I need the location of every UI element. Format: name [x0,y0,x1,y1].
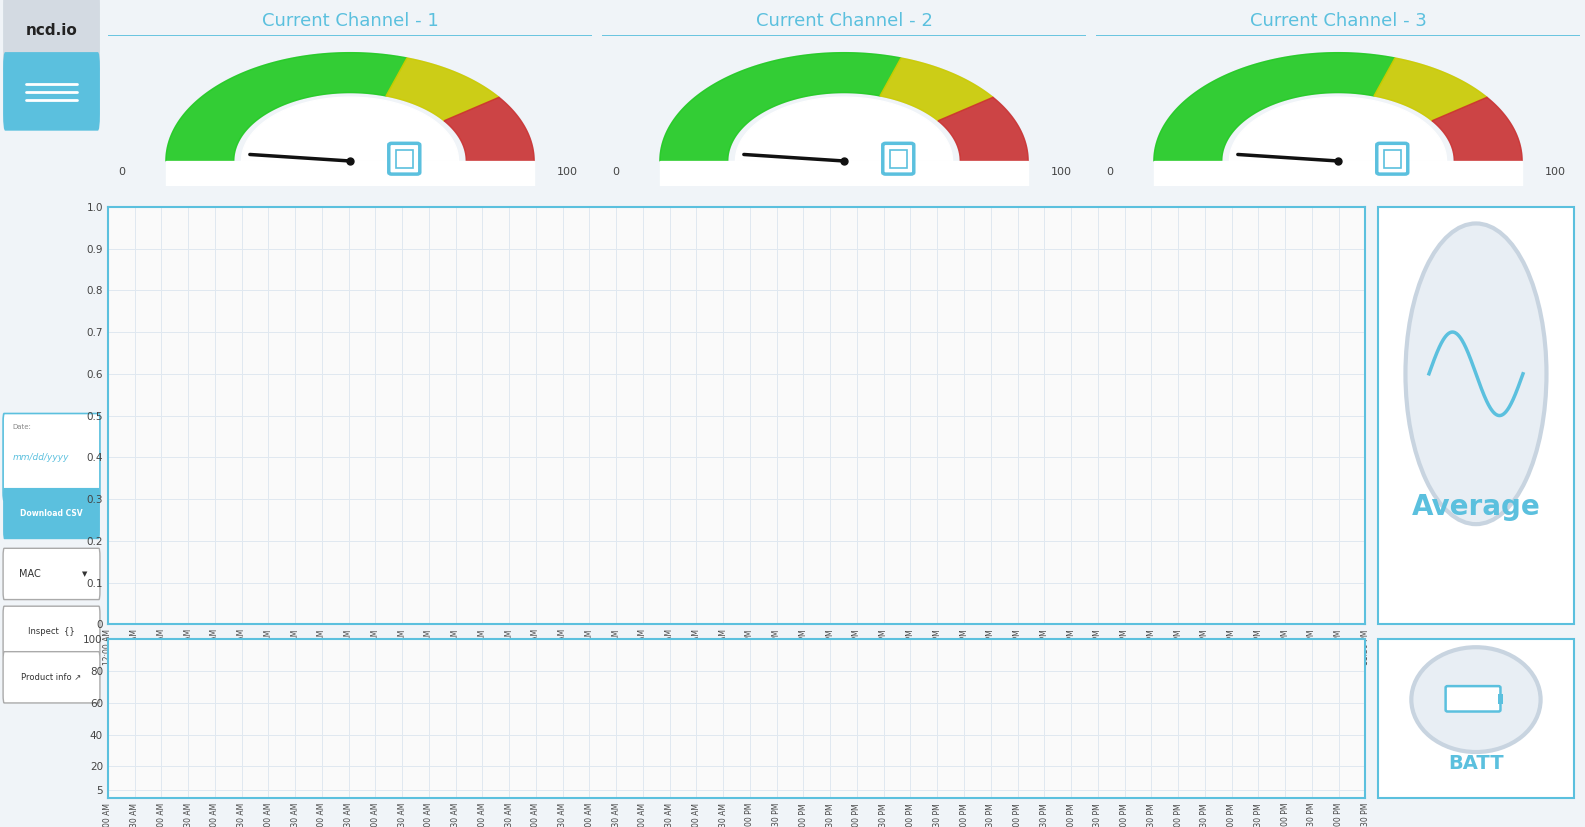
Polygon shape [1154,53,1522,161]
Text: 100: 100 [1544,167,1566,177]
Text: Download CSV: Download CSV [21,509,82,518]
Polygon shape [166,161,534,186]
Polygon shape [735,97,953,161]
Polygon shape [1154,53,1395,161]
Text: Inspect  {}: Inspect {} [29,628,74,636]
Polygon shape [880,58,992,121]
Text: Average: Average [1412,494,1541,522]
Polygon shape [166,53,407,161]
FancyBboxPatch shape [1377,639,1574,798]
Text: Current Channel - 2: Current Channel - 2 [756,12,932,31]
FancyBboxPatch shape [3,652,100,703]
FancyBboxPatch shape [889,150,907,168]
Polygon shape [1154,161,1522,186]
FancyBboxPatch shape [1384,150,1401,168]
FancyBboxPatch shape [3,606,100,657]
FancyBboxPatch shape [1498,694,1504,704]
Text: Current Channel - 3: Current Channel - 3 [1249,12,1426,31]
Text: mm/dd/yyyy: mm/dd/yyyy [13,453,68,461]
Text: Current Channel - 1: Current Channel - 1 [262,12,439,31]
Polygon shape [938,98,1029,161]
FancyBboxPatch shape [3,0,100,74]
Polygon shape [659,53,900,161]
Circle shape [1411,648,1541,752]
Text: 0: 0 [117,167,125,177]
FancyBboxPatch shape [883,143,915,174]
Text: 0: 0 [1106,167,1113,177]
Polygon shape [387,58,499,121]
FancyBboxPatch shape [1377,207,1574,624]
Polygon shape [1230,97,1447,161]
Circle shape [1406,223,1547,524]
FancyBboxPatch shape [3,52,100,131]
FancyBboxPatch shape [1377,143,1407,174]
Polygon shape [1374,58,1487,121]
Text: MAC: MAC [19,569,40,579]
Text: ▼: ▼ [82,571,87,577]
Polygon shape [444,98,534,161]
Polygon shape [659,161,1029,186]
Text: 0: 0 [612,167,618,177]
Text: Date:: Date: [13,423,32,430]
Text: BATT: BATT [1449,753,1504,772]
Text: 100: 100 [1051,167,1071,177]
Polygon shape [241,97,458,161]
FancyBboxPatch shape [1446,686,1501,711]
Polygon shape [1433,98,1522,161]
FancyBboxPatch shape [388,143,420,174]
FancyBboxPatch shape [396,150,414,168]
FancyBboxPatch shape [3,488,100,539]
Polygon shape [659,53,1029,161]
Polygon shape [166,53,534,161]
FancyBboxPatch shape [3,414,100,500]
Text: 100: 100 [556,167,577,177]
Text: Product info ↗: Product info ↗ [21,673,82,681]
Text: ncd.io: ncd.io [25,23,78,38]
FancyBboxPatch shape [3,548,100,600]
